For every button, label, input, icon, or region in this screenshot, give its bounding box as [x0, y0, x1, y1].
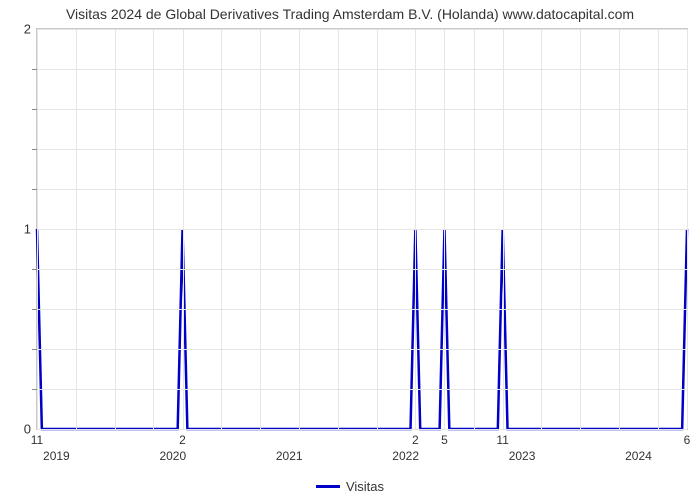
legend-swatch — [316, 485, 340, 488]
x-tick-month: 11 — [31, 433, 43, 447]
x-tick-year: 2022 — [392, 449, 419, 463]
x-tick-month: 11 — [496, 433, 508, 447]
x-tick-year: 2019 — [43, 449, 70, 463]
legend-label: Visitas — [346, 479, 384, 494]
y-tick-label: 2 — [24, 22, 31, 37]
visits-chart: Visitas 2024 de Global Derivatives Tradi… — [0, 0, 700, 500]
x-tick-year: 2021 — [276, 449, 303, 463]
chart-title: Visitas 2024 de Global Derivatives Tradi… — [0, 6, 700, 22]
plot-area: 01211225116201920202021202220232024 — [36, 28, 688, 430]
x-tick-month: 6 — [684, 433, 691, 447]
x-tick-month: 2 — [412, 433, 419, 447]
x-tick-month: 2 — [179, 433, 186, 447]
legend: Visitas — [0, 478, 700, 494]
x-tick-year: 2023 — [509, 449, 536, 463]
x-tick-year: 2024 — [625, 449, 652, 463]
x-tick-month: 5 — [441, 433, 448, 447]
x-tick-year: 2020 — [159, 449, 186, 463]
y-tick-label: 1 — [24, 222, 31, 237]
